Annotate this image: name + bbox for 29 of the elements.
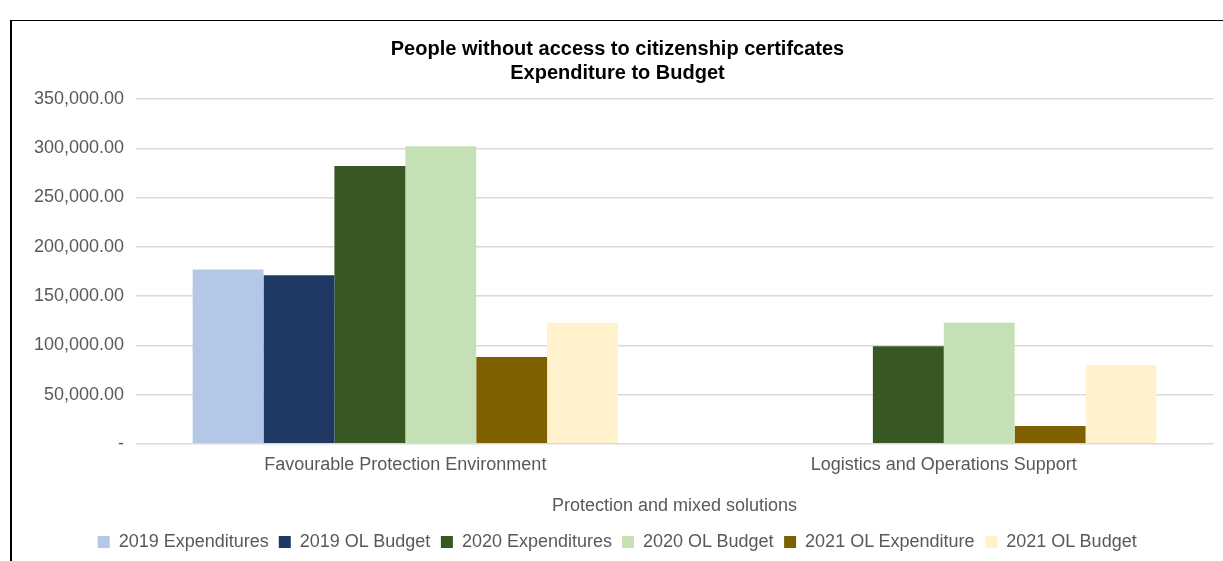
legend-label: 2019 Expenditures <box>118 530 269 551</box>
text: Expenditure to Budget <box>510 60 725 83</box>
legend-label: 2020 Expenditures <box>461 530 612 551</box>
x-tick-label: Logistics and Operations Support <box>810 453 1077 474</box>
legend-label: 2021 OL Budget <box>1006 530 1137 551</box>
bar <box>405 146 477 444</box>
legend-label: 2021 OL Expenditure <box>805 530 975 551</box>
x-axis-title: Protection and mixed solutions <box>551 495 798 516</box>
y-tick-label: 300,000.00 <box>33 137 125 158</box>
bar <box>1085 364 1157 444</box>
bar <box>872 346 944 444</box>
bar <box>476 357 548 444</box>
y-tick-label: 350,000.00 <box>33 87 125 108</box>
y-tick-label: 150,000.00 <box>33 285 125 305</box>
bar <box>334 165 406 444</box>
y-tick-label: 50,000.00 <box>44 383 125 404</box>
x-tick-label: Favourable Protection Environment <box>264 453 547 474</box>
y-tick-label: 200,000.00 <box>33 235 125 256</box>
bar <box>1014 426 1086 444</box>
y-tick-label: 100,000.00 <box>33 334 125 355</box>
bar <box>547 322 619 444</box>
bar <box>263 275 335 444</box>
legend-label: 2019 OL Budget <box>299 530 431 551</box>
y-tick-label: 250,000.00 <box>33 186 125 207</box>
bar <box>192 269 264 444</box>
legend-label: 2020 OL Budget <box>642 530 774 551</box>
y-tick-label: - <box>118 432 125 453</box>
bar <box>943 322 1015 444</box>
text: People without access to citizenship certifcates <box>390 36 845 59</box>
